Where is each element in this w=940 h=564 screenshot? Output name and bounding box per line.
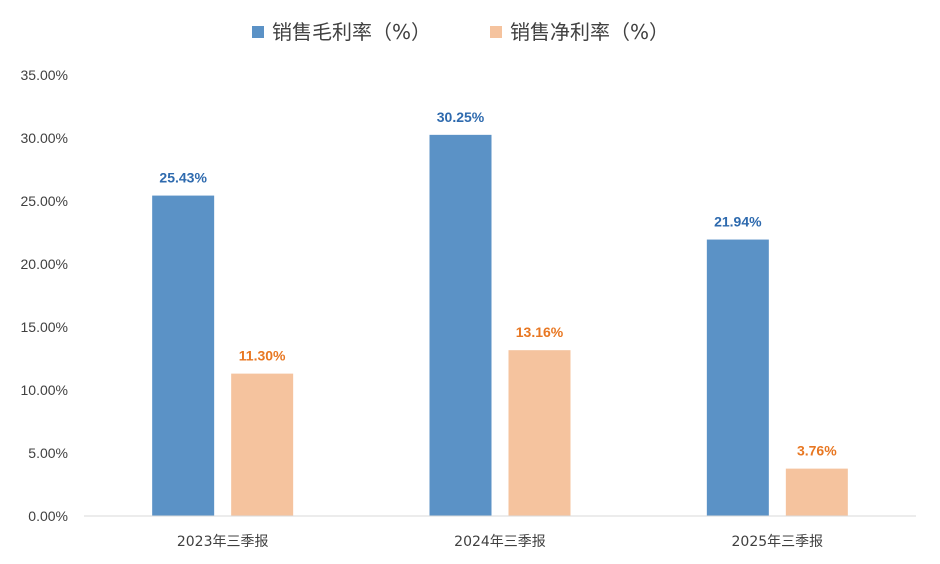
y-tick-label: 0.00% <box>28 508 68 524</box>
legend-label: 销售毛利率（%） <box>272 20 431 44</box>
legend: 销售毛利率（%） 销售净利率（%） <box>252 20 669 44</box>
bars: 25.43% 11.30% 30.25% 13.16% 21.94% 3.76% <box>152 109 848 516</box>
bar-gross-margin <box>706 239 769 516</box>
x-tick-label: 2024年三季报 <box>454 534 546 550</box>
y-tick-label: 15.00% <box>21 319 68 335</box>
bar-net-margin <box>508 350 571 516</box>
y-tick-label: 5.00% <box>28 445 68 461</box>
y-tick-label: 20.00% <box>21 256 68 272</box>
data-label: 3.76% <box>797 443 837 459</box>
bar-gross-margin <box>152 195 215 516</box>
y-tick-label: 30.00% <box>21 130 68 146</box>
data-label: 21.94% <box>714 214 762 230</box>
data-label: 25.43% <box>159 170 207 186</box>
y-tick-label: 35.00% <box>21 67 68 83</box>
y-axis: 0.00% 5.00% 10.00% 15.00% 20.00% 25.00% 30.00%… <box>21 67 68 524</box>
y-tick-label: 25.00% <box>21 193 68 209</box>
data-label: 30.25% <box>437 109 485 125</box>
legend-swatch <box>490 26 502 38</box>
x-tick-label: 2023年三季报 <box>177 534 269 550</box>
x-axis: 2023年三季报 2024年三季报 2025年三季报 <box>84 515 916 550</box>
bar-net-margin <box>785 468 848 516</box>
bar-gross-margin <box>429 134 492 516</box>
data-label: 11.30% <box>239 348 286 364</box>
legend-swatch <box>252 26 264 38</box>
x-tick-label: 2025年三季报 <box>732 534 824 550</box>
legend-label: 销售净利率（%） <box>510 20 669 44</box>
bar-net-margin <box>231 373 294 516</box>
data-label: 13.16% <box>516 324 564 340</box>
y-tick-label: 10.00% <box>21 382 68 398</box>
